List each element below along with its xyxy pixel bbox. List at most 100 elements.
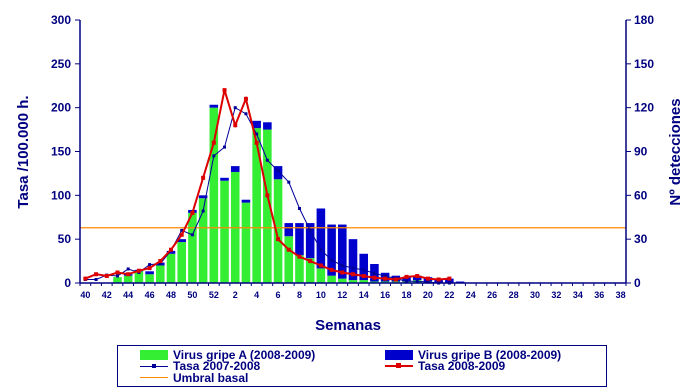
bars-group bbox=[113, 104, 465, 284]
point-tasa-2008-2009-week-21 bbox=[436, 277, 441, 282]
legend-line-umbral bbox=[140, 377, 168, 378]
point-tasa-2008-2009-week-10 bbox=[318, 263, 323, 268]
bar-virus-a-week-52 bbox=[209, 107, 219, 284]
point-tasa-2008-2009-week-22 bbox=[447, 276, 452, 281]
point-tasa-2007-2008-week-44 bbox=[126, 267, 130, 271]
point-tasa-2007-2008-week-49 bbox=[180, 228, 184, 232]
left-tick-label-0: 0 bbox=[64, 276, 71, 290]
x-tick-label-28: 28 bbox=[509, 290, 519, 300]
bar-virus-a-week-50 bbox=[188, 212, 197, 283]
legend-marker-tasa-2008 bbox=[396, 363, 401, 368]
point-tasa-2008-2009-week-18 bbox=[404, 274, 409, 279]
bar-virus-b-week-22 bbox=[445, 278, 454, 283]
bar-virus-b-week-14 bbox=[359, 253, 368, 281]
bar-virus-b-week-52 bbox=[209, 104, 219, 108]
x-tick-label-20: 20 bbox=[423, 290, 433, 300]
legend-label-tasa-2007: Tasa 2007-2008 bbox=[173, 359, 261, 373]
x-tick-label-38: 38 bbox=[616, 290, 626, 300]
y-axis-left-label: Tasa /100.000 h. bbox=[15, 95, 32, 208]
x-tick-label-8: 8 bbox=[297, 290, 302, 300]
right-tick-label-120: 120 bbox=[634, 101, 654, 115]
bar-virus-a-week-4 bbox=[252, 128, 261, 283]
bar-virus-b-week-6 bbox=[273, 166, 283, 180]
point-tasa-2007-2008-week-47 bbox=[158, 262, 162, 266]
right-y-ticks: 0 30 60 90 120 150 180 bbox=[626, 13, 654, 290]
right-tick-label-180: 180 bbox=[634, 13, 654, 27]
x-tick-label-14: 14 bbox=[359, 290, 369, 300]
point-tasa-2007-2008-week-50 bbox=[190, 233, 194, 237]
point-tasa-2007-2008-week-10 bbox=[319, 248, 323, 252]
point-tasa-2008-2009-week-13 bbox=[351, 272, 355, 277]
point-tasa-2008-2009-week-44 bbox=[126, 272, 131, 277]
bar-virus-b-week-18 bbox=[402, 277, 411, 282]
x-tick-label-48: 48 bbox=[166, 290, 176, 300]
x-tick-label-6: 6 bbox=[276, 290, 281, 300]
point-tasa-2007-2008-week-11 bbox=[330, 258, 334, 262]
point-tasa-2008-2009-week-47 bbox=[158, 259, 163, 264]
point-tasa-2008-2009-week-11 bbox=[329, 267, 334, 272]
bar-virus-b-week-51 bbox=[198, 195, 208, 199]
point-tasa-2007-2008-week-7 bbox=[287, 180, 291, 184]
x-axis-label: Semanas bbox=[315, 317, 381, 334]
legend-swatch-virus-b bbox=[385, 350, 413, 360]
point-tasa-2008-2009-week-14 bbox=[361, 273, 366, 278]
x-tick-label-12: 12 bbox=[337, 290, 347, 300]
x-tick-label-46: 46 bbox=[145, 290, 155, 300]
bar-virus-b-week-46 bbox=[145, 271, 154, 275]
point-tasa-2007-2008-week-51 bbox=[201, 209, 205, 213]
bar-virus-a-week-14 bbox=[359, 280, 368, 283]
x-tick-label-10: 10 bbox=[316, 290, 326, 300]
legend-marker-tasa-2007 bbox=[152, 364, 156, 368]
point-tasa-2008-2009-week-3 bbox=[243, 96, 248, 101]
bar-virus-a-week-8 bbox=[295, 255, 304, 283]
bar-virus-a-week-43 bbox=[113, 277, 122, 283]
x-tick-label-36: 36 bbox=[594, 290, 604, 300]
point-tasa-2008-2009-week-42 bbox=[104, 273, 109, 278]
bar-virus-b-week-2 bbox=[230, 166, 240, 172]
bar-virus-b-week-3 bbox=[241, 199, 251, 203]
point-tasa-2008-2009-week-51 bbox=[201, 175, 206, 180]
left-tick-label-300: 300 bbox=[51, 13, 71, 27]
point-tasa-2008-2009-week-8 bbox=[297, 254, 302, 259]
point-tasa-2007-2008-week-16 bbox=[383, 274, 387, 278]
point-tasa-2007-2008-week-46 bbox=[148, 263, 152, 267]
bar-virus-a-week-10 bbox=[316, 268, 326, 283]
bar-virus-b-week-12 bbox=[338, 224, 347, 279]
bar-virus-b-week-11 bbox=[327, 224, 336, 276]
left-tick-label-50: 50 bbox=[58, 232, 72, 246]
bar-virus-a-week-48 bbox=[166, 253, 176, 283]
right-tick-label-60: 60 bbox=[634, 188, 648, 202]
bar-virus-b-week-7 bbox=[284, 223, 294, 237]
x-ticks: 40 42 44 46 48 50 52 2 4 6 8 10 12 14 16 18 20 22 24 26 28 30… bbox=[79, 283, 627, 300]
point-tasa-2007-2008-week-52 bbox=[212, 154, 216, 158]
bar-virus-a-week-46 bbox=[145, 274, 154, 283]
x-tick-label-24: 24 bbox=[466, 290, 476, 300]
point-tasa-2007-2008-week-12 bbox=[340, 263, 344, 267]
point-tasa-2008-2009-week-9 bbox=[308, 259, 313, 264]
bar-virus-a-week-5 bbox=[263, 129, 272, 283]
x-tick-label-18: 18 bbox=[402, 290, 412, 300]
bar-virus-a-week-1 bbox=[220, 180, 229, 283]
x-tick-label-16: 16 bbox=[380, 290, 390, 300]
legend-swatch-virus-a bbox=[140, 350, 168, 360]
bar-virus-a-week-49 bbox=[177, 242, 186, 283]
point-tasa-2007-2008-week-9 bbox=[308, 228, 312, 232]
point-tasa-2008-2009-week-52 bbox=[211, 140, 216, 145]
bar-virus-a-week-45 bbox=[134, 271, 144, 283]
x-tick-label-22: 22 bbox=[444, 290, 454, 300]
point-tasa-2008-2009-week-1 bbox=[222, 88, 227, 93]
x-tick-label-40: 40 bbox=[80, 290, 90, 300]
bar-virus-b-week-5 bbox=[263, 122, 272, 130]
point-tasa-2008-2009-week-6 bbox=[276, 237, 281, 242]
legend: Virus gripe A (2008-2009) Virus gripe B … bbox=[117, 345, 607, 387]
point-tasa-2007-2008-week-13 bbox=[351, 266, 355, 270]
point-tasa-2007-2008-week-1 bbox=[223, 145, 227, 149]
x-tick-label-2: 2 bbox=[233, 290, 238, 300]
x-tick-label-52: 52 bbox=[209, 290, 219, 300]
point-tasa-2008-2009-week-40 bbox=[83, 276, 88, 281]
bar-virus-b-week-1 bbox=[220, 177, 229, 181]
bar-virus-b-week-48 bbox=[166, 250, 176, 254]
x-tick-label-32: 32 bbox=[551, 290, 561, 300]
point-tasa-2008-2009-week-50 bbox=[190, 210, 195, 215]
point-tasa-2008-2009-week-41 bbox=[94, 272, 99, 277]
